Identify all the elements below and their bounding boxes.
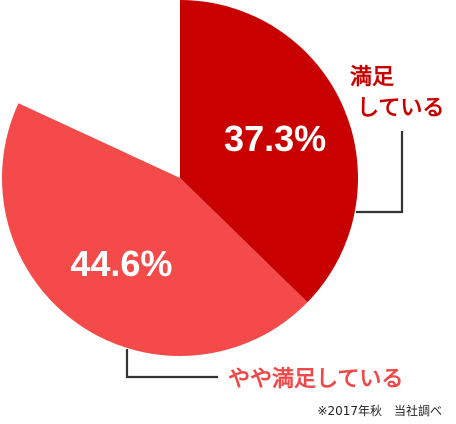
pie-slices — [2, 0, 358, 356]
slice-value-label-1: 37.3% — [224, 118, 326, 159]
source-note: ※2017年秋 当社調べ — [317, 403, 442, 418]
category-label-1: 満足している — [350, 64, 444, 121]
leader-line-1 — [356, 131, 404, 214]
category-label-2: やや満足している — [228, 366, 403, 392]
pie-slice-2 — [2, 103, 308, 356]
pie-slice-1 — [180, 0, 358, 303]
leader-lines — [125, 131, 404, 379]
slice-value-label-2: 44.6% — [70, 243, 172, 284]
leader-line-2 — [125, 349, 218, 379]
